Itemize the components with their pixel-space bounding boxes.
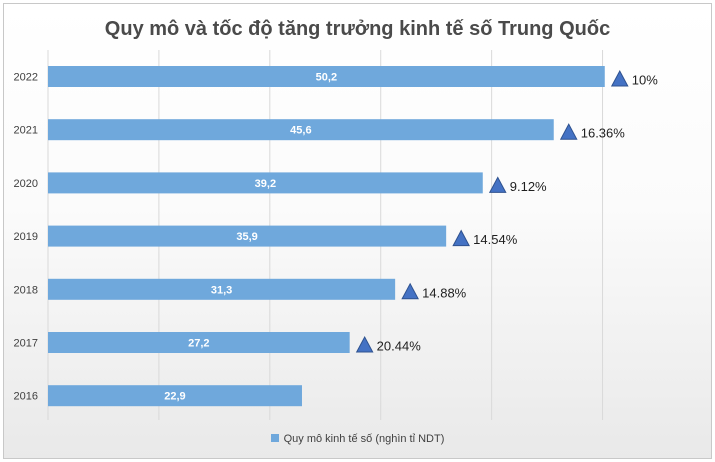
chart-legend: Quy mô kinh tế số (nghìn tỉ NDT) bbox=[0, 433, 715, 445]
bar bbox=[48, 225, 447, 247]
category-label: 2019 bbox=[14, 231, 38, 243]
growth-label: 10% bbox=[632, 73, 658, 88]
growth-triangle-icon bbox=[610, 69, 629, 87]
growth-label: 20.44% bbox=[377, 339, 422, 354]
growth-label: 9.12% bbox=[510, 179, 547, 194]
chart-title: Quy mô và tốc độ tăng trưởng kinh tế số … bbox=[104, 18, 611, 40]
bar bbox=[48, 385, 302, 407]
growth-triangle-icon bbox=[452, 229, 470, 247]
growth-label: 16.36% bbox=[581, 126, 626, 141]
growth-triangle-icon bbox=[401, 282, 419, 300]
data-label: 35,9 bbox=[236, 231, 257, 243]
data-label: 31,3 bbox=[211, 284, 232, 296]
bar bbox=[48, 119, 554, 141]
category-label: 2017 bbox=[14, 338, 38, 350]
bar bbox=[48, 66, 605, 87]
growth-triangle-icon bbox=[559, 123, 578, 140]
growth-label: 14.54% bbox=[473, 232, 518, 247]
category-label: 2018 bbox=[14, 284, 38, 296]
data-label: 22,9 bbox=[164, 391, 185, 403]
data-label: 39,2 bbox=[255, 178, 276, 190]
category-label: 2021 bbox=[14, 125, 38, 137]
bar bbox=[48, 278, 396, 300]
legend-swatch bbox=[270, 434, 279, 442]
bar bbox=[48, 332, 350, 353]
data-label: 45,6 bbox=[290, 125, 311, 137]
category-label: 2016 bbox=[14, 391, 38, 403]
growth-triangle-icon bbox=[488, 176, 507, 193]
bar bbox=[48, 172, 483, 194]
legend-label: Quy mô kinh tế số (nghìn tỉ NDT) bbox=[283, 433, 445, 445]
growth-label: 14.88% bbox=[422, 285, 467, 300]
category-label: 2020 bbox=[14, 178, 38, 190]
growth-triangle-icon bbox=[355, 335, 374, 353]
data-label: 27,2 bbox=[188, 338, 209, 350]
data-label: 50,2 bbox=[316, 72, 337, 84]
category-label: 2022 bbox=[14, 72, 38, 84]
